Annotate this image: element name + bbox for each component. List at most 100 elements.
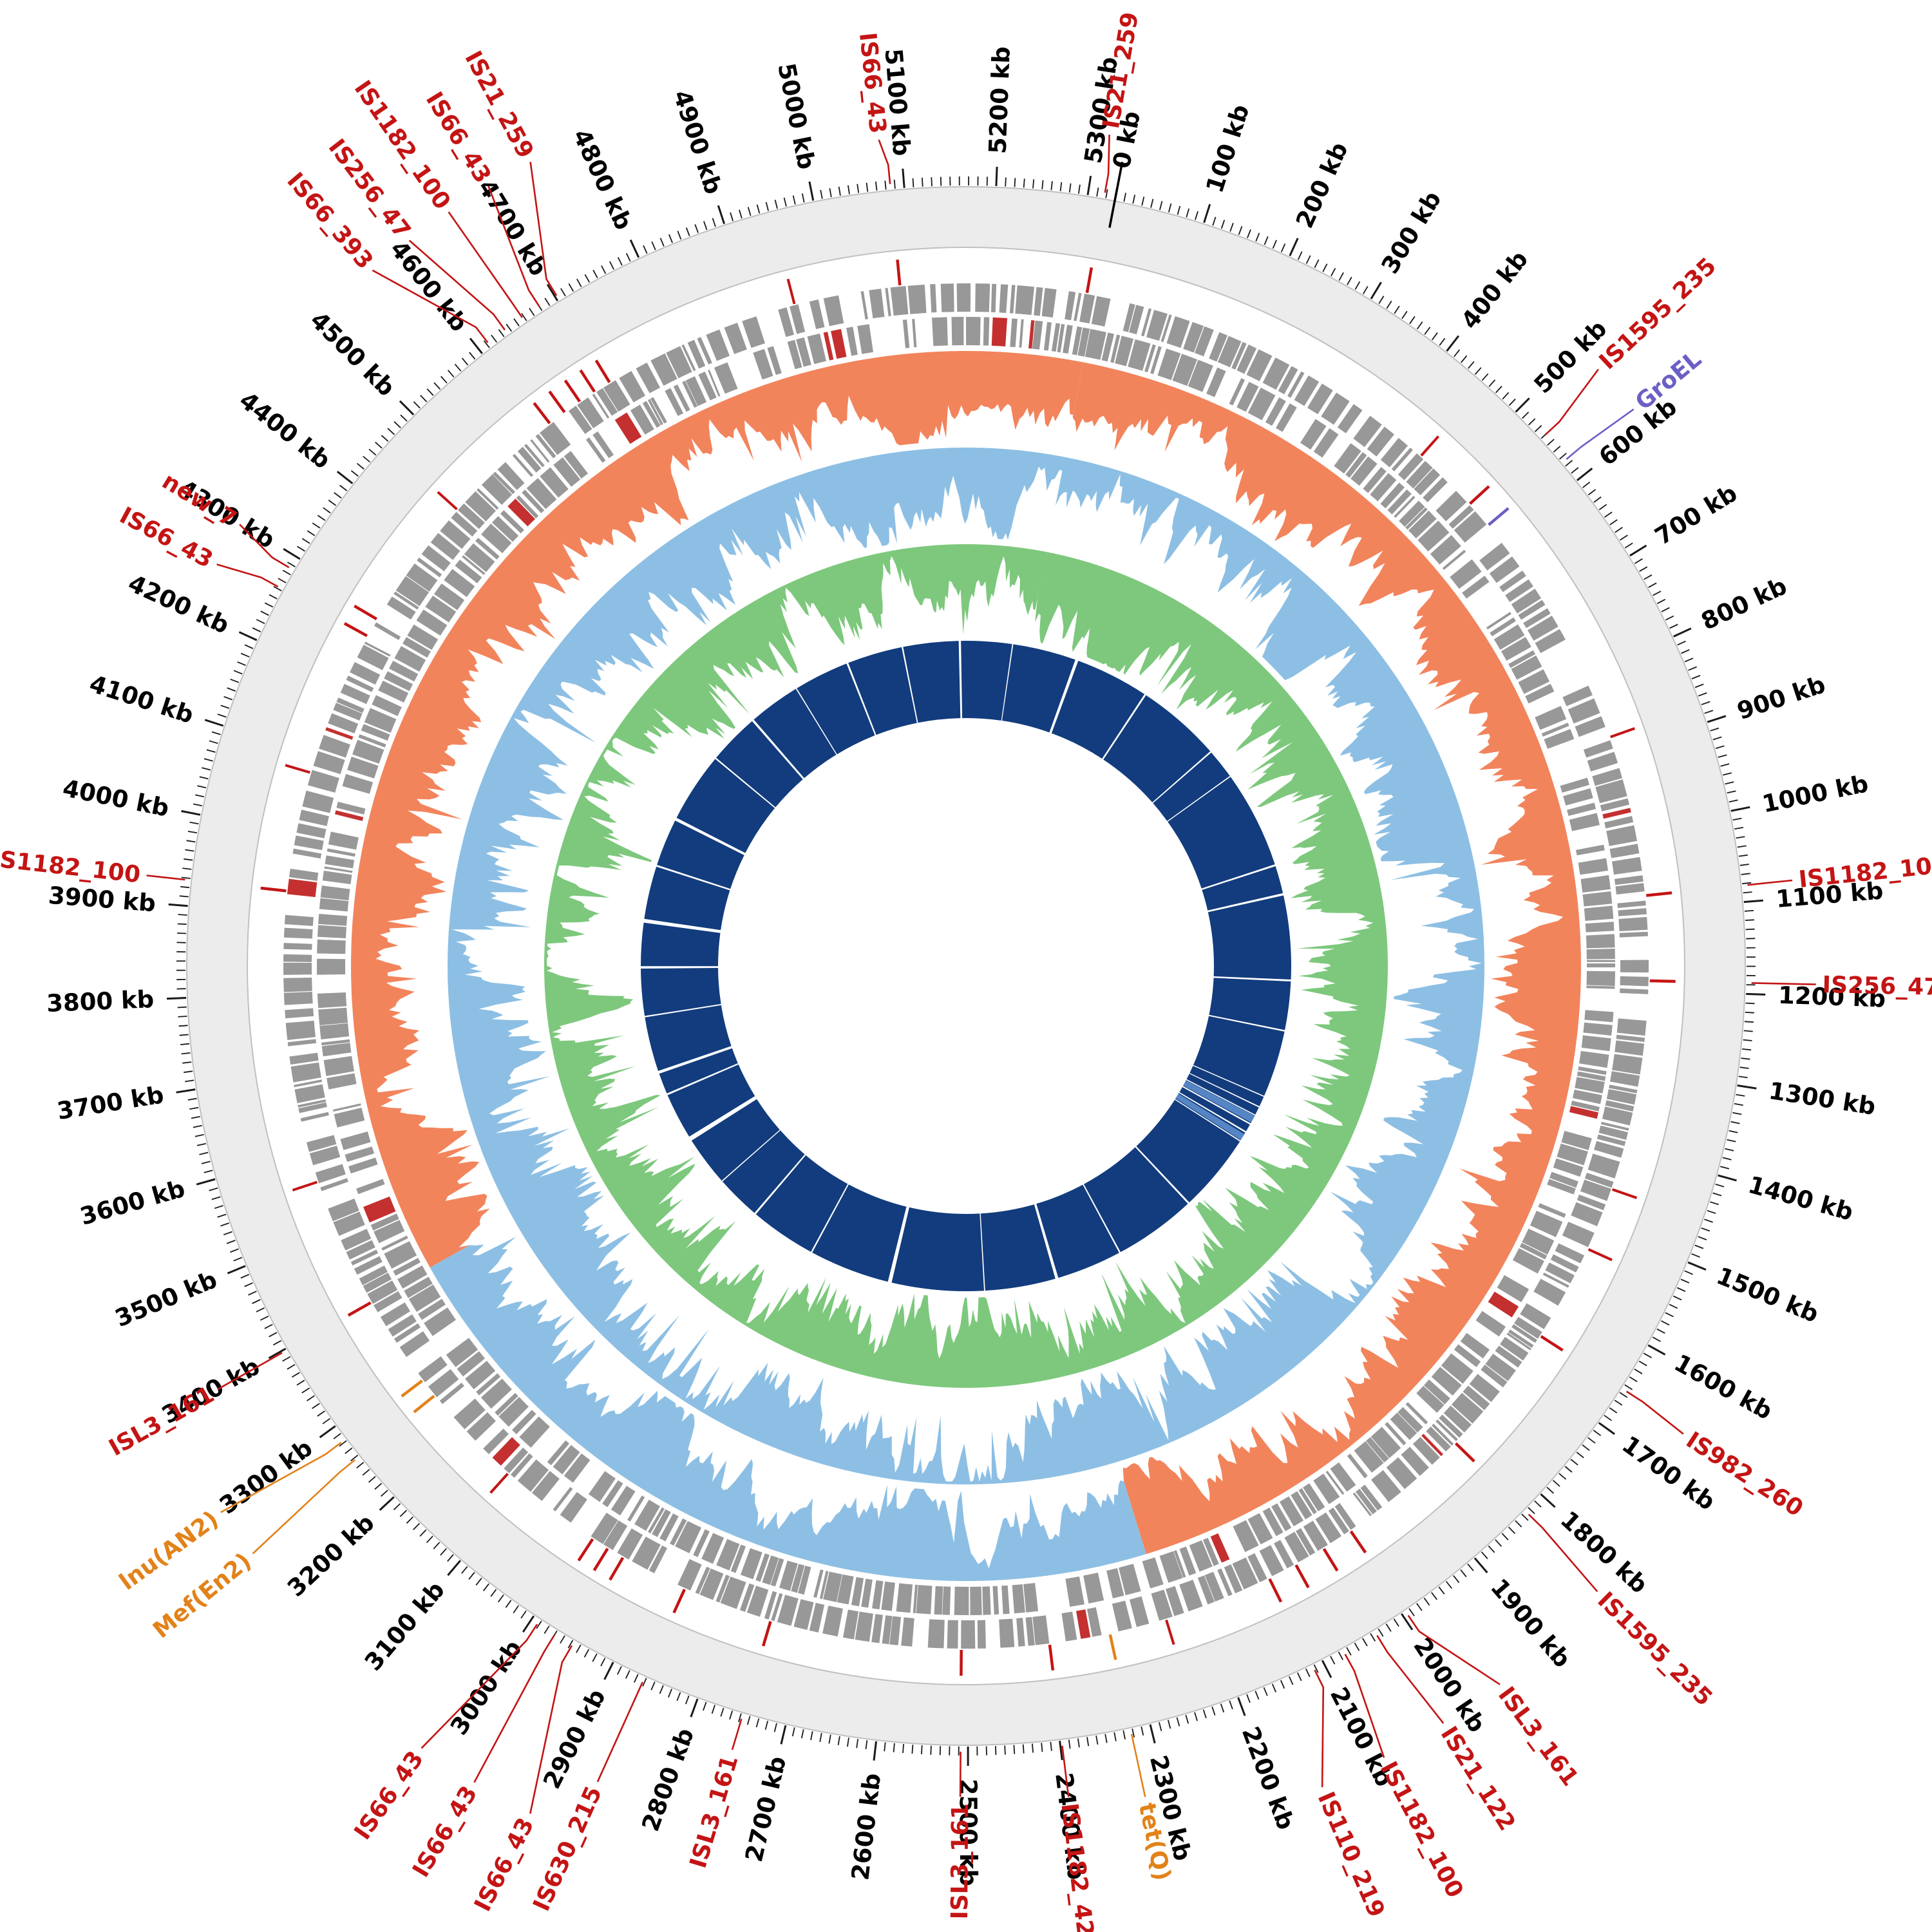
minor-tick (233, 670, 243, 675)
minor-tick (1593, 1430, 1602, 1436)
gene-block (1508, 650, 1536, 668)
gene-block (1298, 1488, 1317, 1515)
gene-block (352, 739, 384, 764)
alignment-segment (1186, 1074, 1259, 1115)
gene-block (1443, 1405, 1472, 1433)
gene-block (1146, 310, 1168, 341)
annotation-leader (1344, 1653, 1385, 1758)
gene-block (1541, 723, 1569, 737)
annotation-mark (1048, 1644, 1055, 1671)
gene-block (1307, 383, 1333, 415)
minor-tick (1481, 1551, 1488, 1559)
minor-tick (1701, 1227, 1710, 1232)
major-tick (447, 1560, 461, 1577)
gene-block (592, 393, 610, 419)
minor-tick (1688, 666, 1697, 671)
gene-block (425, 595, 457, 623)
gene-block (1490, 617, 1516, 637)
minor-tick (592, 269, 598, 279)
minor-tick (1212, 216, 1217, 226)
gene-block (1321, 392, 1350, 425)
minor-tick (433, 382, 441, 390)
major-tick (1086, 175, 1092, 196)
minor-tick (1614, 1399, 1623, 1406)
alignment-segment-light (1175, 1094, 1245, 1141)
gene-block-highlight (614, 412, 642, 444)
gene-block (319, 898, 349, 912)
minor-tick (211, 1196, 221, 1200)
gene-block (402, 637, 431, 658)
minor-tick (1255, 1690, 1260, 1700)
gene-block (384, 1241, 417, 1269)
gene-block (1598, 1125, 1629, 1140)
minor-tick (1474, 367, 1482, 375)
gene-block (1479, 542, 1510, 571)
gene-block (1365, 1437, 1389, 1463)
minor-tick (350, 1454, 359, 1462)
major-tick (873, 1741, 877, 1761)
minor-tick (1022, 1744, 1025, 1754)
gene-block (323, 1056, 354, 1076)
gene-block (504, 1447, 529, 1473)
gene-block (1115, 336, 1134, 366)
minor-tick (1661, 607, 1670, 612)
gene-block (466, 1412, 496, 1441)
gene-block (1246, 349, 1273, 381)
gene-block (1469, 1374, 1500, 1403)
gene-block (1563, 788, 1593, 806)
gene-block (857, 324, 874, 354)
minor-tick (1553, 1480, 1560, 1487)
minor-tick (838, 186, 841, 196)
gene-block (1550, 1254, 1579, 1273)
tick-label: 700 kb (1650, 479, 1742, 551)
minor-tick (252, 627, 261, 632)
gene-block (367, 1280, 398, 1304)
gene-block (1485, 1353, 1516, 1381)
gene-block (404, 1276, 433, 1298)
minor-tick (209, 740, 218, 744)
minor-tick (1741, 873, 1750, 875)
minor-tick (911, 1745, 914, 1754)
minor-tick (363, 455, 370, 463)
annotation-label: ISL3_161 (1493, 1682, 1584, 1791)
gene-block (1262, 357, 1290, 390)
minor-tick (1354, 281, 1361, 290)
minor-tick (800, 1729, 804, 1739)
major-tick (319, 1425, 336, 1439)
minor-tick (1669, 1303, 1678, 1309)
minor-tick (1195, 211, 1198, 220)
annotation-leader (239, 524, 290, 569)
gene-block (1079, 294, 1095, 324)
minor-tick (350, 470, 359, 477)
gene-block (287, 1039, 317, 1046)
annotation-leader (488, 185, 540, 307)
gene-block (1512, 1248, 1544, 1274)
gene-block (1604, 815, 1634, 829)
gene-block (1370, 1426, 1401, 1459)
gene-block (1406, 460, 1433, 489)
gene-block (1129, 1596, 1150, 1627)
minor-tick (490, 1589, 497, 1597)
gene-block (885, 287, 891, 317)
minor-tick (1672, 1295, 1682, 1301)
gene-block (1043, 321, 1052, 351)
minor-tick (1378, 1628, 1384, 1637)
gene-block (1209, 332, 1228, 362)
minor-tick (828, 1734, 831, 1744)
minor-tick (711, 1705, 715, 1714)
alignment-segment (645, 1004, 732, 1071)
tick-label: 3000 kb (445, 1635, 527, 1740)
gene-block (1385, 1422, 1406, 1446)
gene-block (715, 1575, 730, 1603)
minor-tick (1546, 1486, 1555, 1494)
gene-block (321, 1043, 352, 1057)
minor-tick (720, 1707, 724, 1717)
gene-block (294, 835, 324, 851)
minor-tick (1347, 276, 1352, 285)
minor-tick (1331, 267, 1336, 277)
gene-block (1520, 1303, 1551, 1330)
minor-tick (1710, 727, 1719, 732)
gene-block (666, 346, 692, 379)
gene-block (1183, 322, 1204, 353)
gene-block (1535, 629, 1566, 654)
